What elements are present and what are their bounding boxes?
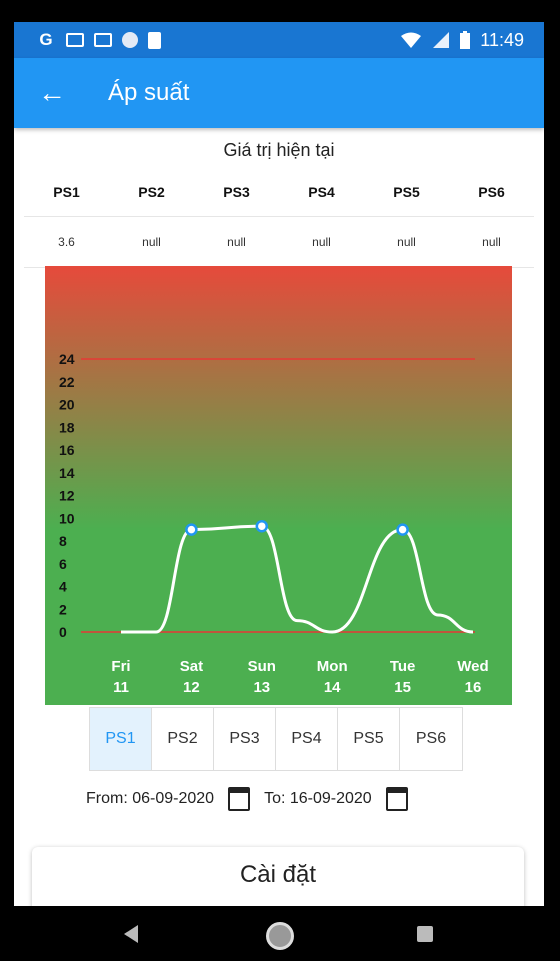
data-point bbox=[396, 523, 409, 536]
x-tick-day: Tue bbox=[390, 658, 416, 675]
x-tick-date: 13 bbox=[253, 679, 270, 696]
y-tick-label: 8 bbox=[59, 533, 67, 549]
phone-screen: G 11:49 ← Áp suất Giá trị hiện tại PS1 P… bbox=[14, 22, 544, 906]
tab-ps1[interactable]: PS1 bbox=[90, 708, 152, 770]
g-icon: G bbox=[39, 30, 53, 49]
sensor-value: null bbox=[482, 235, 501, 249]
y-tick-label: 0 bbox=[59, 624, 67, 640]
x-tick-day: Fri bbox=[111, 658, 130, 675]
sensor-header: PS2 bbox=[138, 184, 165, 200]
nav-home-icon[interactable] bbox=[266, 922, 294, 950]
sensor-value: null bbox=[397, 235, 416, 249]
wifi-icon bbox=[401, 32, 422, 48]
y-tick-label: 18 bbox=[59, 419, 75, 435]
x-tick-date: 15 bbox=[394, 679, 411, 696]
y-tick-label: 20 bbox=[59, 397, 75, 413]
y-tick-label: 6 bbox=[59, 556, 67, 572]
x-tick-date: 12 bbox=[183, 679, 200, 696]
app-bar: ← Áp suất bbox=[14, 58, 544, 128]
y-tick-label: 24 bbox=[59, 351, 75, 367]
sensor-header: PS6 bbox=[478, 184, 505, 200]
sensor-header: PS1 bbox=[53, 184, 80, 200]
sensor-value-row: 3.6 null null null null null bbox=[24, 217, 534, 268]
nav-back-icon[interactable] bbox=[124, 925, 138, 943]
y-tick-label: 2 bbox=[59, 601, 67, 617]
chart-background bbox=[45, 266, 512, 705]
y-tick-label: 10 bbox=[59, 510, 75, 526]
x-tick-day: Sun bbox=[248, 658, 276, 675]
calendar-icon[interactable] bbox=[228, 787, 251, 811]
pressure-chart: 242220181614121086420Fri11Sat12Sun13Mon1… bbox=[45, 266, 512, 705]
sensor-value: 3.6 bbox=[58, 235, 75, 249]
data-point bbox=[255, 519, 269, 533]
y-tick-label: 14 bbox=[59, 465, 75, 481]
arrow-left-icon[interactable]: ← bbox=[38, 77, 66, 108]
tab-ps6[interactable]: PS6 bbox=[415, 730, 447, 747]
y-tick-label: 4 bbox=[59, 579, 67, 595]
series-line bbox=[121, 524, 474, 634]
nav-recent-icon[interactable] bbox=[417, 926, 433, 942]
gmail-icon bbox=[94, 33, 112, 47]
tab-ps5[interactable]: PS5 bbox=[338, 708, 400, 770]
current-values-title: Giá trị hiện tại bbox=[223, 140, 335, 160]
x-tick-day: Wed bbox=[457, 658, 488, 675]
sensor-tabs: PS1 PS2 PS3 PS4 PS5 PS6 bbox=[89, 707, 463, 771]
signal-icon bbox=[433, 32, 450, 48]
x-tick-date: 14 bbox=[324, 679, 341, 696]
sensor-value: null bbox=[312, 235, 331, 249]
status-time: 11:49 bbox=[480, 29, 524, 50]
to-date-label: To: 16-09-2020 bbox=[264, 790, 372, 807]
calendar-icon[interactable] bbox=[385, 787, 408, 811]
sensor-header: PS4 bbox=[308, 184, 335, 200]
tab-ps2[interactable]: PS2 bbox=[152, 708, 214, 770]
date-range: From: 06-09-2020 To: 16-09-2020 bbox=[86, 787, 422, 811]
sensor-header: PS3 bbox=[223, 184, 250, 200]
x-tick-day: Sat bbox=[180, 658, 203, 675]
x-tick-day: Mon bbox=[317, 658, 348, 675]
sd-card-icon bbox=[148, 31, 161, 49]
x-tick-date: 16 bbox=[465, 679, 482, 696]
tab-ps4[interactable]: PS4 bbox=[276, 708, 338, 770]
gmail-icon bbox=[66, 33, 84, 47]
main-content: Giá trị hiện tại PS1 PS2 PS3 PS4 PS5 PS6… bbox=[14, 128, 544, 268]
sensor-header-row: PS1 PS2 PS3 PS4 PS5 PS6 bbox=[24, 168, 534, 217]
sensor-header: PS5 bbox=[393, 184, 420, 200]
nav-bar bbox=[0, 906, 560, 961]
circle-icon bbox=[122, 32, 138, 48]
page-title: Áp suất bbox=[108, 79, 190, 106]
y-tick-label: 12 bbox=[59, 488, 75, 504]
y-tick-label: 22 bbox=[59, 374, 75, 390]
y-tick-label: 16 bbox=[59, 442, 75, 458]
battery-icon bbox=[460, 31, 471, 49]
status-bar: G 11:49 bbox=[14, 22, 544, 58]
sensor-value: null bbox=[227, 235, 246, 249]
from-date-label: From: 06-09-2020 bbox=[86, 790, 215, 807]
x-tick-date: 11 bbox=[113, 679, 129, 696]
data-point bbox=[185, 523, 198, 536]
sensor-value: null bbox=[142, 235, 161, 249]
tab-ps3[interactable]: PS3 bbox=[214, 708, 276, 770]
settings-button[interactable]: Cài đặt bbox=[32, 847, 524, 906]
